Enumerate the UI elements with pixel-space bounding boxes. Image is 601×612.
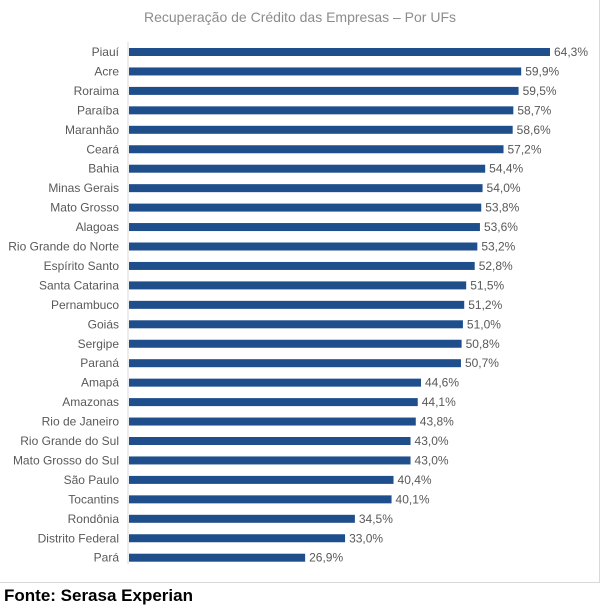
category-label: Alagoas — [76, 220, 119, 234]
data-label: 52,8% — [479, 259, 513, 273]
bar — [129, 534, 346, 543]
bar — [129, 417, 416, 426]
bars-group: Piauí 64,3% Acre 59,9% Roraima 59,5% Paraíba 58… — [8, 45, 588, 565]
data-label: 53,6% — [484, 220, 518, 234]
category-label: Distrito Federal — [38, 531, 119, 545]
bar — [129, 514, 355, 523]
category-label: Piauí — [92, 45, 120, 59]
bar — [129, 553, 306, 562]
data-label: 64,3% — [554, 45, 588, 59]
category-label: Amapá — [81, 376, 119, 390]
data-label: 40,1% — [396, 492, 430, 506]
category-label: São Paulo — [64, 473, 120, 487]
data-label: 34,5% — [359, 512, 393, 526]
category-label: Rio Grande do Sul — [20, 434, 119, 448]
data-label: 43,0% — [415, 453, 449, 467]
data-label: 58,7% — [517, 103, 551, 117]
bar — [129, 398, 418, 407]
data-label: 44,1% — [422, 395, 456, 409]
data-label: 57,2% — [508, 142, 542, 156]
bar — [129, 242, 478, 251]
category-label: Ceará — [86, 142, 119, 156]
bar — [129, 125, 513, 134]
bar — [129, 203, 482, 212]
category-label: Mato Grosso do Sul — [13, 453, 119, 467]
chart-frame: Recuperação de Crédito das Empresas – Po… — [0, 0, 600, 583]
data-label: 59,5% — [523, 84, 557, 98]
data-label: 50,7% — [465, 356, 499, 370]
bar — [129, 437, 411, 445]
data-label: 33,0% — [349, 531, 383, 545]
bar — [129, 495, 392, 504]
category-label: Goiás — [88, 317, 119, 331]
data-label: 58,6% — [517, 123, 551, 137]
data-label: 44,6% — [425, 376, 459, 390]
data-label: 40,4% — [398, 473, 432, 487]
category-label: Bahia — [88, 162, 119, 176]
bar — [129, 106, 514, 115]
chart-title: Recuperação de Crédito das Empresas – Po… — [144, 9, 456, 25]
category-label: Espírito Santo — [44, 259, 120, 273]
data-label: 53,2% — [481, 240, 515, 254]
bar — [129, 281, 467, 290]
data-label: 50,8% — [466, 337, 500, 351]
bar — [129, 475, 394, 484]
bar — [129, 320, 463, 329]
data-label: 43,8% — [420, 415, 454, 429]
data-label: 26,9% — [309, 551, 343, 565]
category-label: Sergipe — [78, 337, 120, 351]
bar — [129, 261, 475, 270]
category-label: Tocantins — [68, 492, 119, 506]
bar — [129, 164, 486, 173]
data-label: 51,0% — [467, 317, 501, 331]
category-label: Rio Grande do Norte — [8, 240, 119, 254]
bar-chart: Recuperação de Crédito das Empresas – Po… — [8, 9, 588, 565]
bar — [129, 223, 480, 232]
data-label: 54,0% — [487, 181, 521, 195]
category-label: Acre — [94, 64, 119, 78]
bar — [129, 145, 504, 154]
bar — [129, 67, 522, 76]
data-label: 54,4% — [489, 162, 523, 176]
bar — [129, 48, 550, 56]
category-label: Santa Catarina — [39, 278, 119, 292]
category-label: Amazonas — [62, 395, 119, 409]
data-label: 53,8% — [485, 201, 519, 215]
category-label: Mato Grosso — [50, 201, 119, 215]
category-label: Rondônia — [68, 512, 120, 526]
category-label: Pará — [94, 551, 120, 565]
source-caption: Fonte: Serasa Experian — [4, 586, 193, 605]
category-label: Paraíba — [77, 103, 119, 117]
data-label: 51,5% — [470, 278, 504, 292]
bar — [129, 300, 465, 309]
category-label: Minas Gerais — [48, 181, 119, 195]
data-label: 43,0% — [415, 434, 449, 448]
category-label: Rio de Janeiro — [42, 415, 120, 429]
data-label: 51,2% — [468, 298, 502, 312]
category-label: Pernambuco — [51, 298, 119, 312]
category-label: Maranhão — [65, 123, 119, 137]
data-label: 59,9% — [525, 64, 559, 78]
bar — [129, 86, 519, 95]
category-label: Roraima — [74, 84, 120, 98]
bar — [129, 359, 461, 368]
category-label: Paraná — [80, 356, 119, 370]
bar — [129, 184, 483, 193]
bar — [129, 339, 462, 348]
bar — [129, 456, 411, 465]
bar — [129, 378, 422, 387]
